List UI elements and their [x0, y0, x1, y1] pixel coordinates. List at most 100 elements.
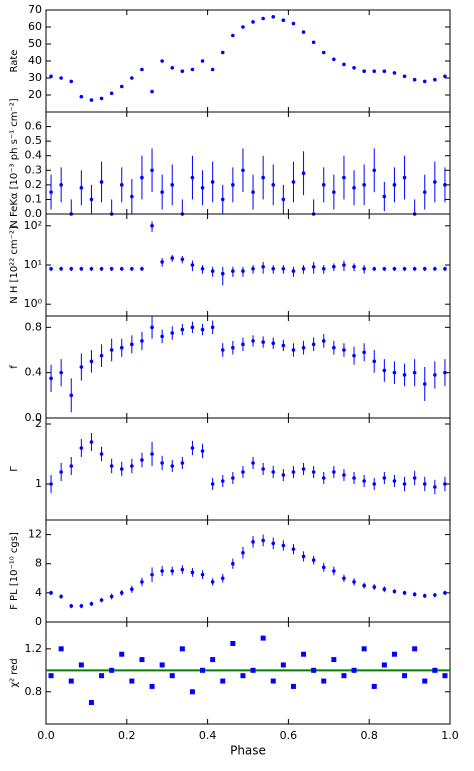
point	[301, 651, 307, 657]
point	[332, 190, 336, 194]
point	[210, 180, 215, 184]
point	[412, 476, 417, 480]
point	[372, 168, 377, 173]
point	[49, 74, 53, 79]
y-axis-label: χ² red	[9, 658, 20, 687]
x-tick-label: 0.4	[199, 729, 217, 742]
point	[321, 565, 326, 570]
y-tick-label: 8	[35, 557, 42, 570]
point	[109, 464, 114, 468]
point	[69, 464, 74, 468]
y-tick-label: 10²	[24, 219, 42, 232]
point	[180, 567, 185, 572]
point	[169, 673, 175, 679]
point	[402, 591, 407, 595]
point	[291, 180, 296, 184]
point	[443, 183, 447, 187]
point	[180, 461, 185, 465]
y-tick-label: 40	[28, 54, 42, 67]
point	[311, 342, 316, 347]
point	[290, 683, 296, 689]
point	[89, 98, 94, 102]
y-axis-label: F PL [10⁻¹⁰ cgs]	[9, 532, 20, 610]
point	[433, 180, 437, 184]
point	[140, 266, 144, 271]
y-tick-label: 0.1	[25, 192, 43, 205]
point	[291, 348, 296, 352]
point	[382, 266, 387, 271]
point	[89, 440, 94, 444]
point	[371, 683, 377, 689]
point	[149, 683, 155, 689]
point	[78, 662, 84, 668]
point	[443, 74, 447, 79]
point	[220, 197, 225, 202]
point	[119, 651, 125, 657]
point	[342, 62, 346, 67]
y-tick-label: 12	[28, 528, 42, 541]
point	[180, 257, 185, 262]
point	[140, 175, 144, 180]
point	[422, 382, 427, 386]
point	[79, 604, 84, 608]
point	[443, 591, 447, 595]
point	[59, 183, 63, 187]
point	[220, 348, 225, 352]
point	[332, 569, 336, 573]
point	[119, 266, 124, 271]
point	[89, 197, 94, 202]
point	[170, 183, 175, 187]
point	[372, 69, 377, 73]
point	[433, 373, 437, 377]
point	[190, 67, 195, 72]
point	[88, 700, 94, 706]
point	[140, 339, 144, 343]
y-tick-label: 0.8	[25, 685, 43, 698]
point	[271, 14, 276, 19]
point	[291, 547, 296, 551]
y-tick-label: 2	[35, 417, 42, 430]
point	[392, 183, 397, 187]
point	[179, 646, 185, 652]
point	[362, 350, 366, 355]
point	[69, 393, 74, 398]
point	[311, 264, 316, 269]
point	[291, 21, 296, 26]
point	[412, 592, 417, 597]
point	[352, 353, 356, 358]
point	[382, 368, 387, 373]
point	[412, 370, 417, 375]
y-tick-label: 10¹	[24, 258, 42, 271]
y-tick-label: 30	[28, 71, 42, 84]
point	[422, 190, 427, 194]
point	[402, 482, 407, 486]
point	[321, 50, 326, 55]
point	[271, 266, 276, 271]
y-axis-label: N FeKα [10⁻³ ph s⁻¹ cm⁻²]	[9, 98, 20, 228]
point	[231, 269, 235, 273]
point	[251, 266, 255, 271]
point	[352, 476, 356, 480]
point	[332, 470, 336, 474]
point	[130, 194, 134, 199]
point	[170, 569, 175, 573]
point	[200, 572, 205, 577]
point	[251, 540, 255, 544]
point	[119, 591, 124, 595]
point	[261, 340, 265, 344]
point	[109, 667, 115, 673]
point	[160, 569, 164, 573]
point	[69, 266, 74, 271]
point	[68, 678, 74, 684]
y-tick-label: 0.5	[25, 134, 43, 147]
point	[402, 373, 407, 377]
y-axis-label: Rate	[9, 50, 20, 73]
point	[119, 467, 124, 471]
point	[280, 662, 286, 668]
y-tick-label: 50	[28, 37, 42, 50]
point	[443, 482, 447, 486]
point	[109, 594, 114, 599]
point	[402, 175, 407, 180]
y-tick-label: 0.4	[25, 366, 43, 379]
point	[241, 342, 245, 347]
